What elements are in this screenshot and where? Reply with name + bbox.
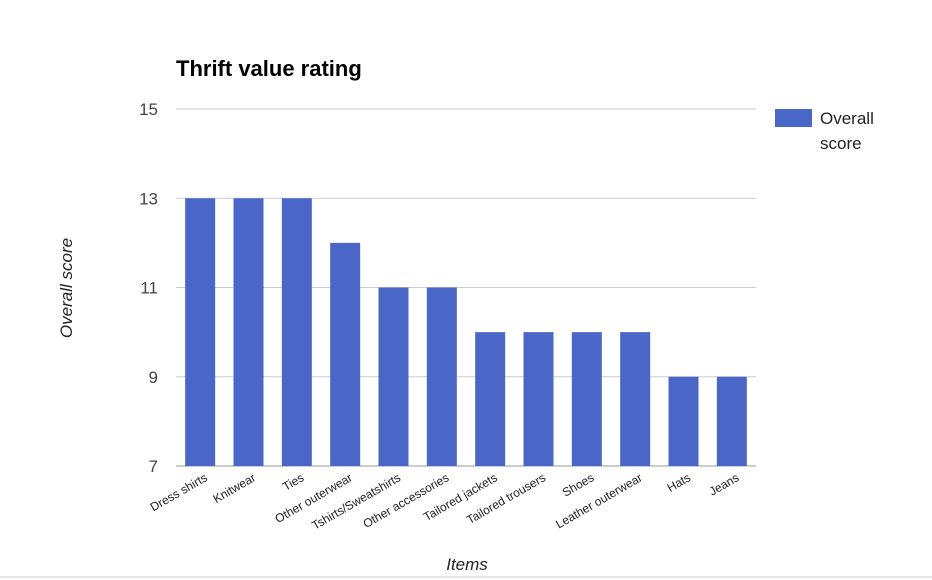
y-tick-label: 11	[140, 279, 158, 298]
bar	[233, 198, 264, 466]
y-axis-title: Overall score	[57, 238, 76, 338]
legend-label: Overall score	[820, 109, 874, 153]
x-tick-label: Dress shirts	[148, 470, 210, 514]
bar	[620, 332, 651, 466]
y-tick-label: 13	[139, 189, 158, 208]
y-tick-label: 15	[139, 100, 158, 119]
chart-title: Thrift value rating	[176, 56, 362, 81]
x-axis-title: Items	[446, 555, 488, 574]
y-tick-label: 7	[149, 457, 158, 476]
bar	[185, 198, 216, 466]
x-tick-label: Hats	[665, 470, 693, 494]
bar	[475, 332, 506, 466]
x-tick-label: Leather outerwear	[553, 470, 644, 531]
bar	[281, 198, 312, 466]
legend-swatch	[775, 109, 812, 127]
bar	[426, 287, 457, 466]
y-tick-label: 9	[149, 368, 158, 387]
x-tick-label: Ties	[280, 470, 306, 493]
x-tick-label: Other accessories	[361, 470, 452, 530]
bar	[571, 332, 602, 466]
bar	[330, 242, 361, 466]
x-tick-label: Shoes	[560, 470, 596, 499]
bar	[716, 376, 747, 466]
x-tick-label: Jeans	[707, 470, 742, 498]
x-tick-label: Knitwear	[211, 470, 258, 505]
bar	[378, 287, 409, 466]
bar	[523, 332, 554, 466]
bar	[668, 376, 699, 466]
